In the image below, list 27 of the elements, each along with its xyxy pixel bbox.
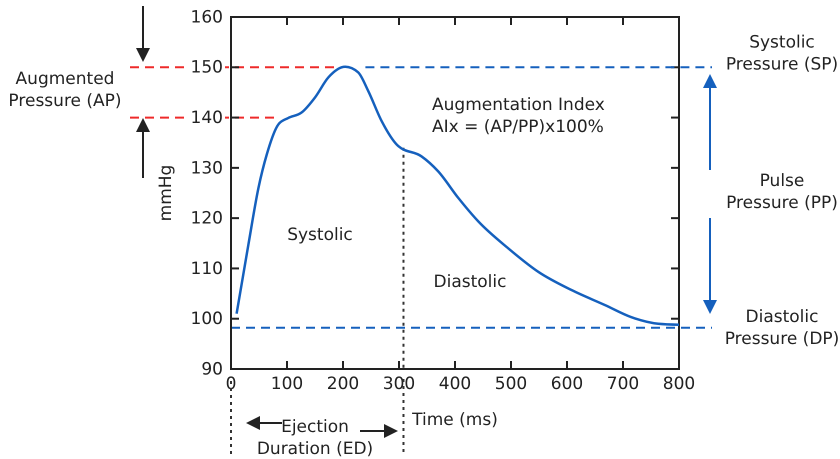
y-tick-label: 140 [190, 108, 223, 128]
y-tick-label: 120 [190, 208, 223, 229]
x-tick-label: 0 [226, 374, 236, 394]
y-tick-label: 130 [190, 158, 223, 178]
x-tick-label: 300 [382, 374, 416, 394]
y-tick-label: 150 [190, 58, 223, 78]
x-tick-label: 100 [270, 374, 304, 394]
y-tick-label: 90 [201, 359, 223, 380]
text: Pulse Pressure (PP) [726, 171, 838, 213]
x-tick-label: 500 [494, 374, 528, 394]
annotation: Systolic [287, 225, 353, 245]
annotation: Diastolic [434, 272, 506, 292]
x-tick-label: 800 [662, 374, 696, 394]
text: Ejection Duration (ED) [256, 417, 374, 459]
annotation: Augmentation Index AIx = (AP/PP)x100% [432, 95, 605, 137]
x-tick-label: 200 [326, 374, 360, 394]
y-tick-label: 160 [190, 7, 223, 28]
x-axis-title: Time (ms) [411, 410, 498, 430]
y-axis-title: mmHg [156, 164, 176, 222]
x-tick-label: 600 [550, 374, 584, 394]
x-tick-label: 700 [606, 374, 640, 394]
x-tick-label: 400 [438, 374, 472, 394]
text: Augmented Pressure (AP) [8, 69, 122, 111]
y-tick-label: 100 [190, 309, 223, 330]
ref-line-label: Diastolic Pressure (DP) [724, 306, 840, 349]
ref-line-label: Systolic Pressure (SP) [726, 32, 838, 74]
y-tick-label: 110 [190, 258, 223, 279]
